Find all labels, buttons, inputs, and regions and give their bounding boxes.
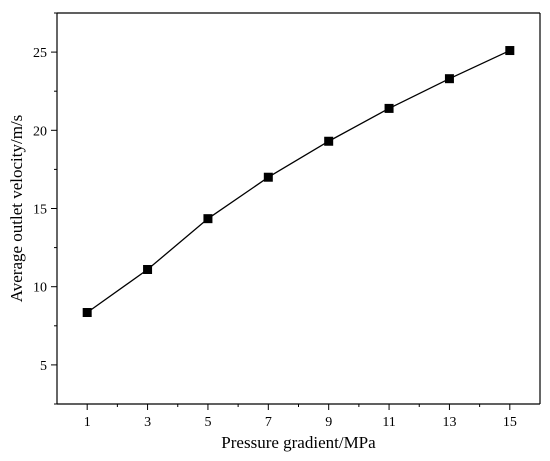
- data-point: [82, 308, 92, 318]
- y-tick-label: 10: [33, 281, 47, 296]
- y-tick-label: 5: [40, 359, 47, 374]
- y-tick-label: 20: [33, 124, 47, 139]
- x-tick-label: 3: [144, 415, 151, 430]
- x-tick-label: 7: [265, 415, 272, 430]
- x-tick-label: 5: [204, 415, 211, 430]
- y-tick-label: 15: [33, 203, 47, 218]
- axes: [56, 12, 541, 405]
- x-tick-label: 15: [503, 415, 517, 430]
- x-tick-label: 1: [84, 415, 91, 430]
- y-tick-label: 25: [33, 46, 47, 61]
- data-point: [143, 264, 153, 274]
- y-axis-title: Average outlet velocity/m/s: [7, 115, 26, 303]
- x-tick-label: 11: [382, 415, 395, 430]
- x-axis-title: Pressure gradient/MPa: [221, 433, 376, 452]
- data-point: [263, 172, 273, 182]
- data-point: [324, 136, 334, 146]
- data-point: [384, 103, 394, 113]
- x-ticks: 1 3 5 7 9 11 13 15: [84, 404, 517, 430]
- series-line: [86, 49, 511, 314]
- series: [82, 46, 515, 318]
- y-ticks: 5 10 15 20 25: [33, 12, 57, 405]
- data-point: [505, 46, 515, 56]
- x-tick-label: 9: [325, 415, 332, 430]
- x-tick-label: 13: [442, 415, 456, 430]
- data-point: [444, 74, 454, 84]
- data-point: [203, 214, 213, 224]
